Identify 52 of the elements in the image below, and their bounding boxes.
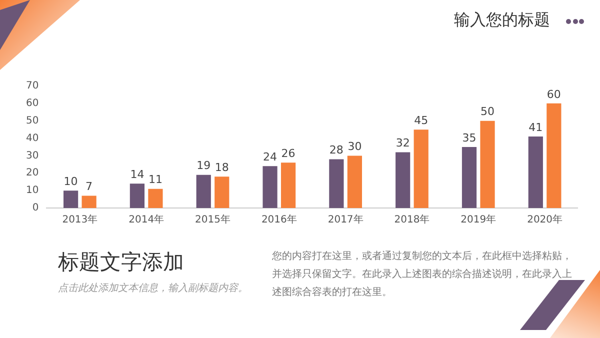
x-tick-label: 2017年 [328, 214, 364, 226]
bar [280, 162, 296, 208]
bar [347, 156, 362, 208]
data-label: 19 [196, 159, 211, 172]
bar [130, 184, 145, 208]
bar [82, 196, 96, 208]
data-label: 35 [462, 131, 476, 144]
data-label: 45 [414, 114, 428, 127]
x-tick-label: 2016年 [261, 214, 297, 226]
data-label: 7 [86, 180, 93, 194]
x-tick-label: 2013年 [62, 214, 98, 226]
y-tick-label: 10 [26, 185, 39, 196]
y-tick-label: 40 [26, 132, 39, 144]
y-tick-label: 60 [26, 98, 39, 110]
bar [396, 152, 410, 208]
x-tick-label: 2018年 [394, 214, 430, 226]
bar [414, 130, 428, 208]
x-tick-label: 2014年 [128, 214, 164, 226]
data-label: 60 [546, 88, 561, 101]
data-label: 50 [480, 105, 495, 118]
y-tick-label: 70 [26, 80, 39, 92]
bar [480, 120, 495, 208]
text: 标题文字添加 [58, 249, 184, 276]
bar [462, 147, 477, 208]
y-tick-label: 20 [26, 168, 39, 179]
text: 您的内容打在这里，或者通过复制您的文本后，在此框中选择粘贴，并选择只保留文字。在此录入上述图表的综合描述说明，在此录入上述图综合容表的打在这里。 [272, 250, 572, 300]
x-tick-label: 2019年 [460, 214, 496, 226]
bar [196, 174, 211, 208]
data-label: 14 [130, 168, 144, 181]
bar [214, 176, 230, 208]
data-label: 11 [148, 173, 162, 186]
data-label: 41 [528, 120, 543, 134]
data-label: 26 [281, 147, 296, 160]
data-label: 10 [64, 174, 78, 188]
x-tick-label: 2020年 [527, 214, 563, 226]
bar [329, 159, 344, 208]
chart-title: 输入您的标题 [454, 10, 550, 31]
y-tick-label: 0 [32, 202, 39, 214]
y-tick-label: 30 [26, 150, 39, 162]
bar [63, 190, 78, 208]
data-label: 24 [263, 150, 278, 164]
bar [262, 166, 278, 208]
bar [546, 103, 562, 208]
bar [528, 136, 543, 208]
bar [148, 188, 163, 208]
y-tick-label: 50 [26, 115, 39, 126]
data-label: 30 [348, 140, 362, 154]
data-label: 32 [396, 136, 410, 150]
data-label: 28 [329, 144, 344, 157]
text: 点击此处添加文本信息，输入副标题内容。 [58, 282, 248, 295]
x-tick-label: 2015年 [195, 214, 230, 226]
data-label: 18 [214, 160, 229, 174]
